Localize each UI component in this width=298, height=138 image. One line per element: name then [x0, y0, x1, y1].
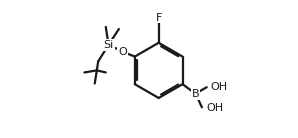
Text: O: O: [118, 47, 127, 57]
Text: OH: OH: [206, 103, 223, 113]
Text: F: F: [156, 13, 162, 22]
Text: OH: OH: [211, 82, 228, 92]
Text: B: B: [192, 89, 199, 99]
Text: Si: Si: [103, 40, 114, 50]
